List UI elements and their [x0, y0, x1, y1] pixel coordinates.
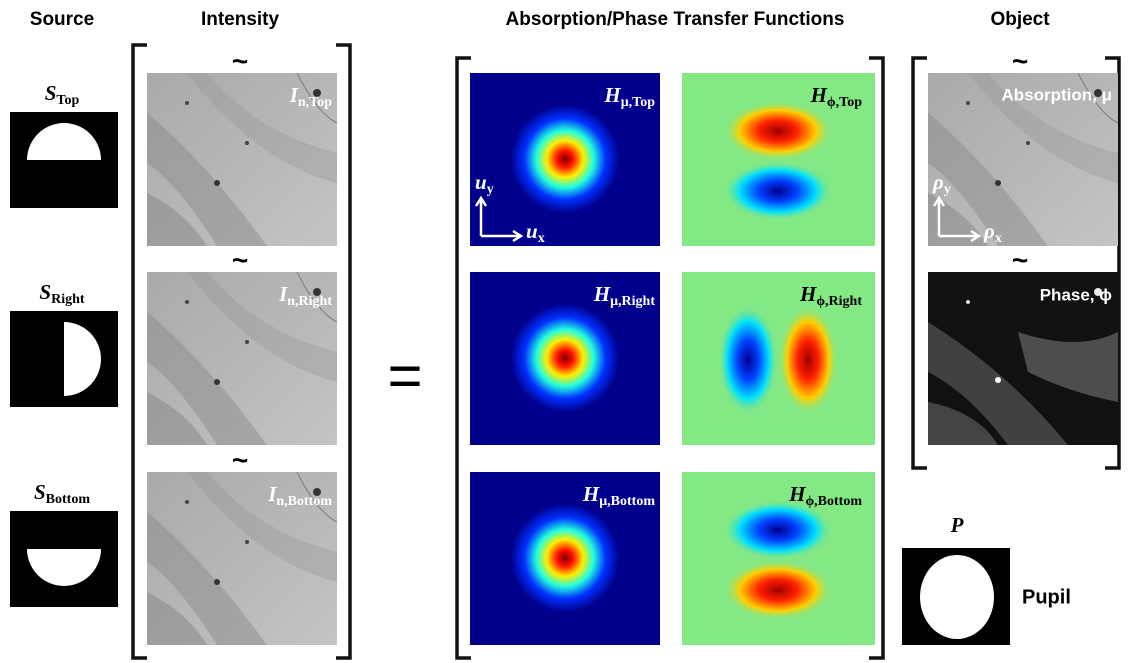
phase-label: Phase, ϕ: [1040, 285, 1113, 304]
source-label: SBottom: [34, 480, 90, 507]
subscript: n,Right: [287, 294, 332, 309]
absorption-tf-spot: [497, 490, 633, 626]
symbol: H: [788, 482, 806, 506]
bracket: [133, 45, 147, 658]
symbol: ρ: [983, 219, 995, 243]
column-header: Absorption/Phase Transfer Functions: [506, 9, 845, 30]
symbol: S: [45, 81, 57, 105]
symbol: H: [603, 83, 621, 107]
subscript: ϕ,Top: [827, 95, 862, 110]
subscript: Right: [51, 292, 85, 307]
pupil-label: Pupil: [1022, 586, 1071, 608]
symbol: ρ: [932, 170, 944, 194]
phase-lobe: [718, 305, 778, 415]
phase-lobe: [778, 305, 838, 415]
tilde: ~: [232, 244, 248, 275]
subscript: y: [487, 182, 494, 197]
subscript: μ,Top: [621, 95, 655, 110]
pupil-shape: [920, 555, 994, 639]
column-header: Object: [990, 9, 1050, 30]
phase-lobe: [723, 161, 833, 221]
symbol: S: [39, 280, 51, 304]
phase-lobe: [723, 560, 833, 620]
tilde: ~: [1012, 244, 1028, 275]
page: {"headers": {"source": "Source", "intens…: [0, 0, 1128, 663]
column-header: Intensity: [201, 9, 280, 30]
source-label: STop: [45, 81, 80, 108]
absorption-tf-spot: [497, 91, 633, 227]
diagram: Source Intensity Absorption/Phase Transfer…: [0, 0, 1128, 663]
symbol: u: [475, 170, 487, 194]
subscript: x: [995, 231, 1002, 246]
absorption-tf-spot: [497, 290, 633, 426]
body: Source Intensity Absorption/Phase Transfer…: [0, 0, 1128, 663]
subscript: Top: [56, 93, 79, 108]
symbol: H: [799, 282, 817, 306]
tilde: ~: [232, 444, 248, 475]
column-header: Source: [30, 9, 94, 30]
symbol: S: [34, 480, 46, 504]
bracket: [457, 58, 471, 658]
equals-sign: =: [387, 342, 422, 409]
subscript: Bottom: [46, 492, 91, 507]
symbol: u: [526, 219, 538, 243]
bracket: [336, 45, 350, 658]
subscript: ϕ,Bottom: [805, 494, 862, 509]
symbol: H: [593, 282, 611, 306]
subscript: n,Bottom: [276, 494, 332, 509]
phase-lobe: [723, 101, 833, 161]
tilde: ~: [1012, 45, 1028, 76]
pupil-symbol: P: [950, 513, 964, 537]
subscript: n,Top: [298, 95, 332, 110]
symbol: H: [810, 83, 828, 107]
subscript: μ,Right: [610, 294, 655, 309]
source-label: SRight: [39, 280, 84, 307]
absorption-label: Absorption, μ: [1002, 85, 1113, 104]
subscript: x: [538, 231, 545, 246]
subscript: μ,Bottom: [599, 494, 655, 509]
subscript: y: [944, 182, 951, 197]
bracket: [913, 58, 927, 468]
tilde: ~: [232, 45, 248, 76]
symbol: H: [582, 482, 600, 506]
subscript: ϕ,Right: [816, 294, 862, 309]
